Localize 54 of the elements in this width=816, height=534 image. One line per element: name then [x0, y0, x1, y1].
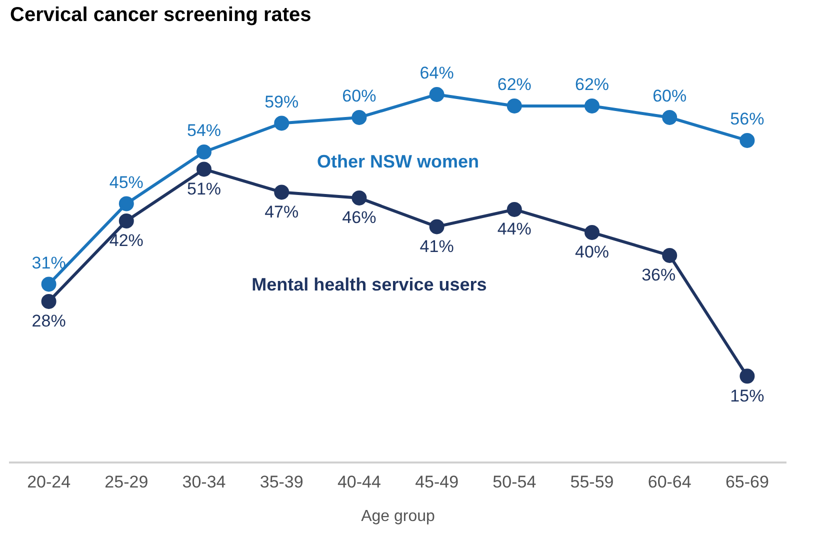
x-tick-label: 35-39 — [260, 472, 304, 492]
x-tick-label: 20-24 — [27, 472, 71, 492]
x-axis-title: Age group — [361, 508, 436, 525]
point — [118, 213, 134, 228]
text: Mental health service users — [252, 274, 487, 295]
x-tick-label: 40-44 — [337, 472, 381, 492]
point — [506, 98, 522, 114]
x-tick-label: 65-69 — [725, 472, 769, 492]
point — [429, 86, 444, 102]
data-label: 62% — [497, 75, 532, 94]
x-tick-label: 50-54 — [492, 472, 536, 492]
data-label: 60% — [342, 86, 376, 106]
chart-title: Cervical cancer screening rates — [10, 4, 312, 28]
point — [584, 224, 600, 240]
point — [740, 132, 755, 148]
data-label: 31% — [32, 253, 66, 272]
data-label: 15% — [730, 386, 764, 406]
point — [662, 248, 678, 263]
x-tick-label: 25-29 — [104, 472, 148, 492]
data-label: 42% — [109, 231, 144, 250]
point — [584, 98, 600, 114]
data-label: 59% — [264, 92, 299, 112]
data-label: 54% — [186, 121, 222, 140]
series-label: Other NSW women — [316, 151, 480, 172]
point — [352, 110, 367, 125]
point — [662, 110, 678, 125]
point — [196, 162, 212, 177]
x-tick-label: 60-64 — [648, 472, 692, 492]
x-tick-label: 55-59 — [570, 472, 614, 492]
point — [196, 144, 212, 160]
data-label: 44% — [497, 220, 532, 239]
data-label: 56% — [730, 110, 764, 129]
data-label: 45% — [109, 172, 144, 192]
data-label: 36% — [642, 266, 676, 285]
point — [274, 184, 290, 200]
x-tick-label: 45-49 — [415, 472, 459, 492]
data-label: 46% — [342, 208, 376, 228]
point — [740, 368, 755, 384]
data-label: 51% — [186, 179, 222, 198]
point — [41, 294, 56, 309]
data-label: 47% — [264, 202, 299, 222]
data-label: 40% — [574, 242, 610, 262]
data-label: 62% — [574, 75, 610, 94]
point — [41, 276, 56, 292]
data-label: 41% — [420, 236, 454, 256]
point — [506, 202, 522, 217]
data-label: 64% — [420, 64, 454, 83]
data-label: 60% — [652, 86, 687, 106]
point — [118, 196, 134, 212]
x-tick-label: 30-34 — [182, 472, 226, 492]
data-label: 28% — [32, 312, 66, 331]
point — [352, 190, 367, 206]
point — [274, 116, 290, 131]
point — [429, 219, 444, 234]
